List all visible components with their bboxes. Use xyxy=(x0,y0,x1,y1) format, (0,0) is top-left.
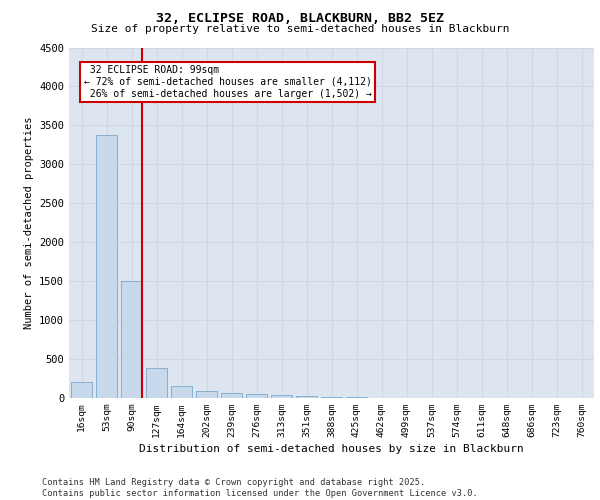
Text: 32, ECLIPSE ROAD, BLACKBURN, BB2 5EZ: 32, ECLIPSE ROAD, BLACKBURN, BB2 5EZ xyxy=(156,12,444,26)
Text: Contains HM Land Registry data © Crown copyright and database right 2025.
Contai: Contains HM Land Registry data © Crown c… xyxy=(42,478,478,498)
Bar xyxy=(221,393,242,398)
Bar xyxy=(146,368,167,398)
Bar xyxy=(96,134,117,398)
Text: 32 ECLIPSE ROAD: 99sqm
← 72% of semi-detached houses are smaller (4,112)
 26% of: 32 ECLIPSE ROAD: 99sqm ← 72% of semi-det… xyxy=(83,66,371,98)
Bar xyxy=(271,395,292,398)
X-axis label: Distribution of semi-detached houses by size in Blackburn: Distribution of semi-detached houses by … xyxy=(139,444,524,454)
Y-axis label: Number of semi-detached properties: Number of semi-detached properties xyxy=(23,116,34,329)
Bar xyxy=(246,394,267,398)
Bar xyxy=(196,392,217,398)
Bar xyxy=(171,386,192,398)
Text: Size of property relative to semi-detached houses in Blackburn: Size of property relative to semi-detach… xyxy=(91,24,509,34)
Bar xyxy=(296,396,317,398)
Bar xyxy=(121,281,142,398)
Bar xyxy=(71,382,92,398)
